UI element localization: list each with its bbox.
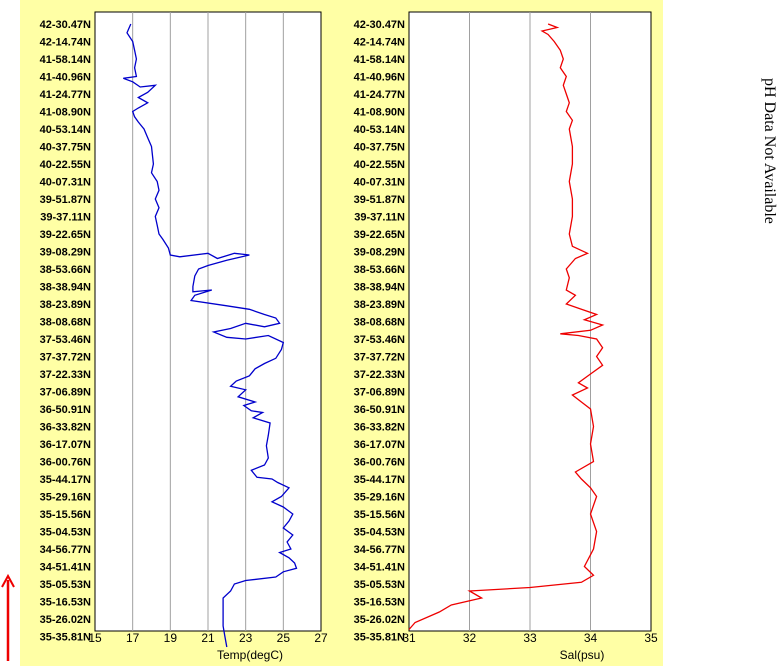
sal-y-tick-label: 35-15.56N bbox=[354, 509, 405, 521]
sal-y-tick-label: 39-22.65N bbox=[354, 229, 405, 241]
temp-x-tick-label: 27 bbox=[314, 631, 328, 645]
sal-y-tick-label: 34-51.41N bbox=[354, 562, 405, 574]
temp-y-tick-label: 39-22.65N bbox=[40, 229, 91, 241]
temp-y-tick-label: 34-56.77N bbox=[40, 544, 91, 556]
up-arrow-icon bbox=[1, 573, 15, 661]
sal-y-tick-label: 41-24.77N bbox=[354, 89, 405, 101]
sal-x-tick-label: 32 bbox=[463, 631, 477, 645]
temp-y-tick-label: 41-58.14N bbox=[40, 54, 91, 66]
temp-y-tick-label: 35-29.16N bbox=[40, 492, 91, 504]
temp-x-tick-label: 25 bbox=[277, 631, 291, 645]
sal-y-tick-label: 40-53.14N bbox=[354, 124, 405, 136]
sal-y-tick-label: 41-08.90N bbox=[354, 107, 405, 119]
temp-x-tick-label: 19 bbox=[164, 631, 178, 645]
sal-y-tick-label: 36-50.91N bbox=[354, 404, 405, 416]
sal-x-tick-label: 33 bbox=[523, 631, 537, 645]
sal-y-tick-label: 40-07.31N bbox=[354, 177, 405, 189]
sal-y-tick-label: 35-29.16N bbox=[354, 492, 405, 504]
temp-y-tick-label: 39-51.87N bbox=[40, 194, 91, 206]
temp-y-tick-label: 38-23.89N bbox=[40, 299, 91, 311]
sal-y-tick-label: 36-33.82N bbox=[354, 422, 405, 434]
temp-y-tick-label: 40-53.14N bbox=[40, 124, 91, 136]
sal-series-line bbox=[408, 23, 605, 630]
temp-series-line bbox=[123, 23, 298, 648]
temp-y-tick-label: 38-38.94N bbox=[40, 282, 91, 294]
sal-y-tick-label: 35-16.53N bbox=[354, 597, 405, 609]
sal-y-tick-label: 39-37.11N bbox=[354, 212, 405, 224]
temp-x-tick-label: 15 bbox=[88, 631, 102, 645]
sal-y-tick-label: 35-35.81N bbox=[354, 632, 405, 644]
sal-y-tick-label: 39-08.29N bbox=[354, 247, 405, 259]
sal-y-tick-label: 37-22.33N bbox=[354, 369, 405, 381]
temp-y-tick-label: 37-22.33N bbox=[40, 369, 91, 381]
sal-y-tick-label: 36-00.76N bbox=[354, 457, 405, 469]
sal-x-tick-label: 34 bbox=[584, 631, 598, 645]
temp-y-tick-label: 40-07.31N bbox=[40, 177, 91, 189]
temp-y-tick-label: 39-37.11N bbox=[40, 212, 91, 224]
temp-y-tick-label: 35-16.53N bbox=[40, 597, 91, 609]
temp-panel: 42-30.47N 42-14.74N 41-58.14N 41-40.96N 41-2… bbox=[20, 0, 333, 666]
temp-y-tick-label: 35-44.17N bbox=[40, 474, 91, 486]
sal-y-tick-label: 40-22.55N bbox=[354, 159, 405, 171]
sal-y-tick-label: 42-30.47N bbox=[354, 19, 405, 31]
sal-y-tick-label: 37-06.89N bbox=[354, 387, 405, 399]
sal-y-tick-label: 42-14.74N bbox=[354, 37, 405, 49]
sal-x-axis-label: Sal(psu) bbox=[560, 648, 605, 662]
temp-y-tick-label: 36-00.76N bbox=[40, 457, 91, 469]
temp-x-tick-label: 17 bbox=[126, 631, 140, 645]
sal-y-tick-label: 38-53.66N bbox=[354, 264, 405, 276]
temp-y-tick-label: 42-30.47N bbox=[40, 19, 91, 31]
sal-y-tick-label: 35-05.53N bbox=[354, 579, 405, 591]
sal-x-tick-label: 31 bbox=[402, 631, 416, 645]
sal-y-tick-label: 38-23.89N bbox=[354, 299, 405, 311]
temp-y-tick-label: 38-53.66N bbox=[40, 264, 91, 276]
temp-x-axis-label: Temp(degC) bbox=[217, 648, 283, 662]
temp-y-tick-label: 36-17.07N bbox=[40, 439, 91, 451]
sal-y-tick-label: 38-08.68N bbox=[354, 317, 405, 329]
sal-panel: 42-30.47N 42-14.74N 41-58.14N 41-40.96N 41-2… bbox=[333, 0, 663, 666]
sal-y-tick-label: 35-44.17N bbox=[354, 474, 405, 486]
temp-x-tick-label: 21 bbox=[201, 631, 215, 645]
temp-y-tick-label: 40-37.75N bbox=[40, 142, 91, 154]
sal-y-tick-label: 40-37.75N bbox=[354, 142, 405, 154]
sal-x-tick-label: 35 bbox=[644, 631, 658, 645]
sal-y-tick-label: 35-04.53N bbox=[354, 527, 405, 539]
sal-y-tick-label: 41-40.96N bbox=[354, 72, 405, 84]
temp-y-tick-label: 35-35.81N bbox=[40, 632, 91, 644]
sal-y-tick-label: 37-37.72N bbox=[354, 352, 405, 364]
ph-not-available-note: pH Data Not Available bbox=[761, 78, 778, 224]
temp-y-tick-label: 41-24.77N bbox=[40, 89, 91, 101]
temp-y-tick-label: 34-51.41N bbox=[40, 562, 91, 574]
temp-y-tick-label: 41-40.96N bbox=[40, 72, 91, 84]
temp-y-tick-label: 38-08.68N bbox=[40, 317, 91, 329]
temp-y-tick-label: 37-37.72N bbox=[40, 352, 91, 364]
sal-y-tick-label: 39-51.87N bbox=[354, 194, 405, 206]
temp-y-tick-label: 35-15.56N bbox=[40, 509, 91, 521]
sal-y-tick-label: 37-53.46N bbox=[354, 334, 405, 346]
temp-y-tick-label: 41-08.90N bbox=[40, 107, 91, 119]
temp-y-tick-label: 36-33.82N bbox=[40, 422, 91, 434]
sal-y-tick-label: 41-58.14N bbox=[354, 54, 405, 66]
sal-y-tick-label: 36-17.07N bbox=[354, 439, 405, 451]
temp-y-tick-label: 35-05.53N bbox=[40, 579, 91, 591]
sal-y-tick-label: 38-38.94N bbox=[354, 282, 405, 294]
temp-y-tick-label: 39-08.29N bbox=[40, 247, 91, 259]
temp-y-tick-label: 37-53.46N bbox=[40, 334, 91, 346]
sal-y-tick-label: 34-56.77N bbox=[354, 544, 405, 556]
sal-y-tick-label: 35-26.02N bbox=[354, 614, 405, 626]
temp-y-tick-label: 35-04.53N bbox=[40, 527, 91, 539]
temp-y-tick-label: 40-22.55N bbox=[40, 159, 91, 171]
temp-y-tick-label: 42-14.74N bbox=[40, 37, 91, 49]
temp-y-tick-label: 35-26.02N bbox=[40, 614, 91, 626]
temp-y-tick-label: 37-06.89N bbox=[40, 387, 91, 399]
temp-y-tick-label: 36-50.91N bbox=[40, 404, 91, 416]
temp-x-tick-label: 23 bbox=[239, 631, 253, 645]
